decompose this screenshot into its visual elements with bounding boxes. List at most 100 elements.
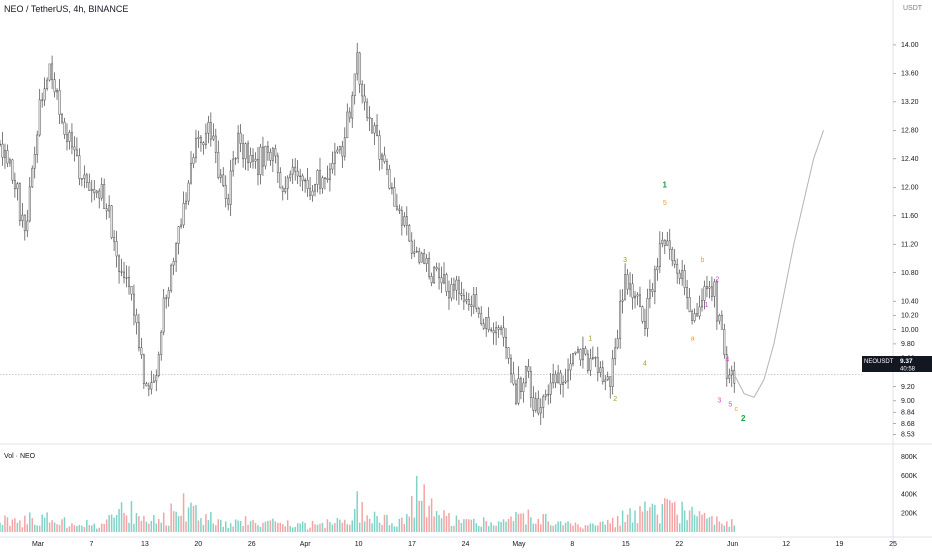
volume-bar: [683, 510, 686, 532]
candle-body: [142, 354, 145, 384]
candle-body: [261, 146, 264, 167]
volume-bar: [396, 526, 398, 532]
volume-bar: [688, 510, 691, 532]
candle-body: [505, 337, 507, 348]
candle-body: [128, 277, 130, 287]
candle-body: [584, 348, 587, 355]
volume-bar: [500, 522, 502, 532]
candle-body: [554, 373, 557, 384]
volume-bar: [594, 525, 597, 532]
candle-body: [23, 214, 26, 232]
volume-bar: [190, 502, 192, 532]
candle-body: [93, 189, 96, 194]
currency-label: USDT: [903, 5, 923, 12]
volume-bar: [86, 519, 88, 532]
candle-body: [462, 295, 465, 302]
volume-bar: [691, 506, 693, 532]
candle-body: [314, 184, 316, 192]
volume-bar: [200, 518, 202, 532]
volume-bar: [81, 525, 83, 532]
volume-bar: [73, 525, 76, 532]
candle-body: [648, 289, 651, 299]
volume-bar: [443, 510, 445, 532]
candle-body: [155, 375, 158, 382]
candle-body: [192, 157, 195, 164]
candle-body: [319, 170, 321, 189]
volume-bar: [344, 519, 346, 532]
volume-bar: [115, 515, 118, 532]
candle-body: [269, 151, 272, 161]
volume-bar: [296, 523, 299, 532]
candle-body: [247, 143, 250, 163]
candle-body: [66, 134, 68, 142]
volume-bar: [711, 516, 713, 532]
volume-bar: [185, 521, 187, 532]
candle-body: [199, 136, 202, 143]
time-tick-label: 15: [622, 541, 630, 548]
volume-bar: [510, 516, 512, 532]
candle-body: [294, 166, 297, 172]
candle-body: [80, 178, 83, 180]
candle-body: [85, 174, 88, 183]
volume-bar: [378, 522, 381, 532]
candle-body: [53, 79, 56, 93]
candle-body: [358, 52, 361, 85]
volume-bar: [177, 516, 180, 532]
volume-bar: [326, 519, 329, 532]
volume-bar: [108, 515, 110, 532]
candle-body: [423, 252, 426, 264]
volume-tick-label: 800K: [901, 454, 918, 461]
candle-body: [452, 284, 455, 291]
volume-bar: [641, 511, 644, 532]
volume-bar: [155, 523, 158, 532]
candle-body: [519, 378, 522, 392]
volume-bar: [656, 514, 659, 532]
candle-body: [643, 321, 646, 329]
candle-body: [259, 146, 262, 175]
candle-body: [187, 182, 190, 202]
candle-body: [663, 239, 666, 246]
candle-body: [418, 250, 421, 263]
candle-body: [202, 142, 205, 146]
price-tick-label: 8.68: [901, 421, 915, 428]
candle-body: [98, 190, 101, 199]
volume-bar: [192, 505, 195, 532]
volume-bar: [383, 514, 386, 532]
candle-body: [614, 347, 617, 359]
candle-body: [28, 186, 31, 222]
candle-body: [440, 277, 443, 284]
candle-body: [167, 290, 170, 299]
candle-body: [356, 52, 359, 75]
volume-bar: [706, 518, 708, 532]
candle-body: [75, 149, 78, 156]
candle-body: [51, 63, 54, 80]
volume-bar: [180, 515, 182, 532]
volume-bar: [435, 511, 438, 532]
candle-body: [467, 299, 470, 305]
candle-body: [296, 170, 299, 177]
volume-bar: [63, 517, 66, 532]
candle-body: [455, 279, 458, 291]
candle-body: [162, 297, 165, 333]
volume-bar: [336, 517, 339, 532]
volume-bar: [162, 512, 165, 532]
volume-bar: [629, 508, 631, 532]
candle-body: [118, 255, 121, 272]
candle-body: [316, 170, 319, 185]
candle-body: [532, 397, 535, 411]
candle-body: [621, 299, 624, 302]
candle-body: [257, 158, 259, 175]
candle-body: [217, 152, 220, 178]
candle-body: [626, 274, 629, 290]
volume-bar: [731, 519, 733, 532]
volume-bar: [376, 516, 378, 532]
time-tick-label: 19: [836, 541, 844, 548]
volume-bar: [1, 525, 4, 532]
candle-body: [601, 367, 604, 382]
candle-body: [420, 252, 423, 263]
candle-body: [182, 203, 185, 226]
volume-bar: [267, 520, 269, 532]
candle-body: [195, 138, 197, 158]
